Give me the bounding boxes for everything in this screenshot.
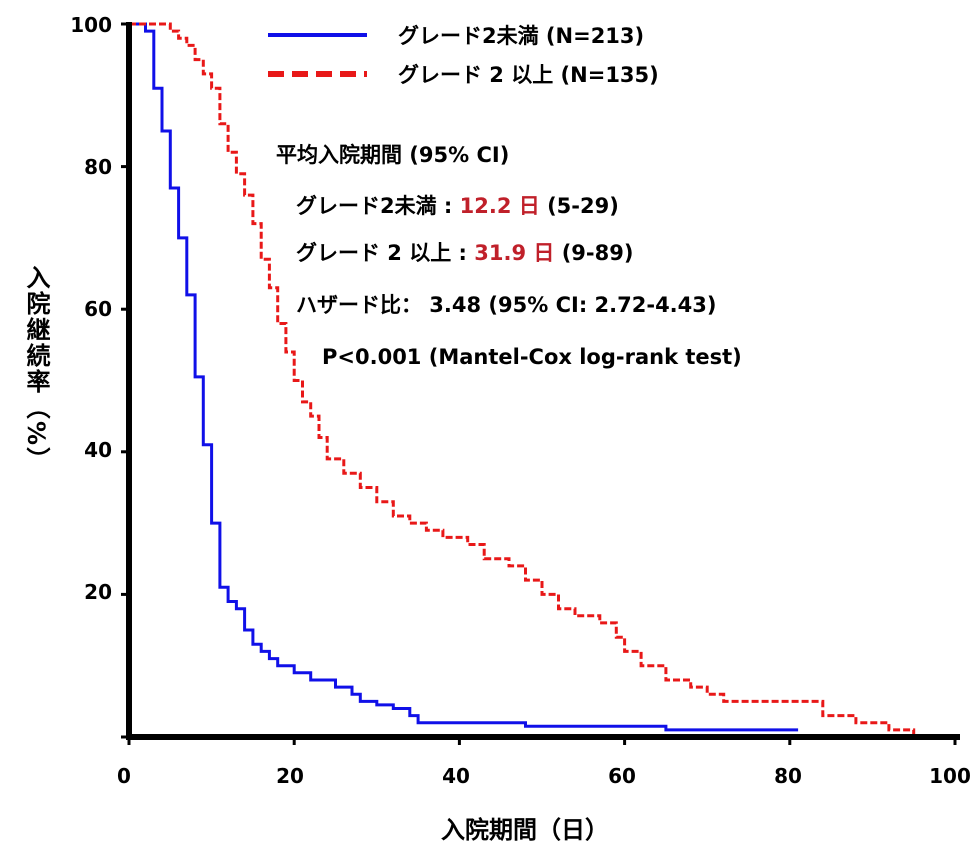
y-tick-label: 40 bbox=[84, 438, 112, 462]
annotation-title: 平均入院期間 (95% CI) bbox=[276, 143, 509, 167]
x-tick-label: 100 bbox=[929, 764, 971, 788]
x-tick-label: 20 bbox=[276, 764, 304, 788]
x-axis-title: 入院期間（日） bbox=[441, 816, 609, 844]
legend: グレード2未満 (N=213) グレード 2 以上 (N=135) bbox=[268, 24, 659, 87]
legend-label-red: グレード 2 以上 (N=135) bbox=[398, 63, 659, 87]
y-tick-label: 80 bbox=[84, 155, 112, 179]
y-tick-label: 100 bbox=[70, 13, 112, 37]
row1-value: 12.2 日 bbox=[460, 194, 540, 218]
tick-layer bbox=[121, 22, 957, 745]
row2-label: グレード 2 以上 : bbox=[296, 241, 474, 265]
x-tick-label: 40 bbox=[442, 764, 470, 788]
series-line-grade-below-2 bbox=[129, 22, 799, 732]
x-tick-label: 0 bbox=[117, 764, 131, 788]
p-value: P<0.001 (Mantel-Cox log-rank test) bbox=[322, 345, 742, 369]
y-axis-title: 入院継続率（%） bbox=[22, 265, 50, 473]
x-tick-label: 80 bbox=[774, 764, 802, 788]
hazard-ratio: ハザード比： 3.48 (95% CI: 2.72-4.43) bbox=[296, 293, 716, 317]
legend-label-blue: グレード2未満 (N=213) bbox=[398, 24, 644, 48]
annotation-row-2: グレード 2 以上 : 31.9 日 (9-89) bbox=[296, 241, 633, 265]
series-line-grade-2-plus bbox=[129, 22, 931, 739]
y-tick-label: 20 bbox=[84, 580, 112, 604]
y-tick-label: 60 bbox=[84, 297, 112, 321]
row2-ci: (9-89) bbox=[554, 241, 633, 265]
series-layer bbox=[129, 22, 931, 739]
annotation-row-1: グレード2未満 : 12.2 日 (5-29) bbox=[296, 194, 619, 218]
x-tick-label: 60 bbox=[608, 764, 636, 788]
row2-value: 31.9 日 bbox=[474, 241, 554, 265]
row1-ci: (5-29) bbox=[540, 194, 619, 218]
annotation-block: 平均入院期間 (95% CI) グレード2未満 : 12.2 日 (5-29) … bbox=[276, 143, 742, 369]
row1-label: グレード2未満 : bbox=[296, 194, 460, 218]
